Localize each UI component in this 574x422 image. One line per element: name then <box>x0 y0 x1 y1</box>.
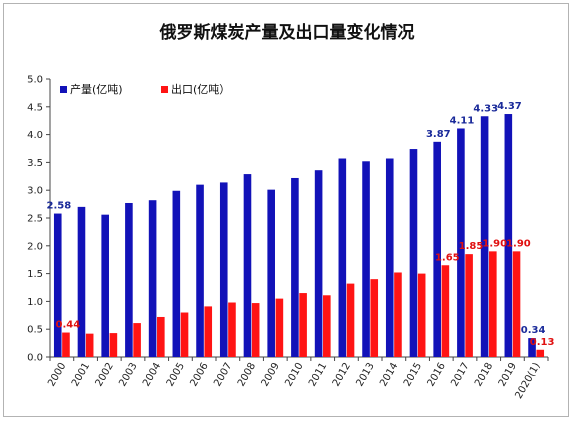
legend-swatch-production <box>60 86 67 93</box>
x-tick-label: 2000 <box>46 361 68 389</box>
y-tick-label: 2.0 <box>27 241 43 252</box>
bar-export <box>370 279 379 357</box>
bar-export <box>299 293 307 357</box>
x-tick-label: 2019 <box>497 361 519 389</box>
y-tick-label: 1.0 <box>27 297 43 308</box>
data-label-production: 4.33 <box>473 103 498 114</box>
data-label-export: 1.90 <box>506 238 531 249</box>
data-label-production: 4.11 <box>450 115 475 126</box>
bar-production <box>457 128 465 357</box>
bar-export <box>512 251 521 357</box>
bar-export <box>228 302 236 357</box>
y-tick-label: 3.5 <box>27 158 43 169</box>
bar-production <box>267 189 275 357</box>
bar-export <box>394 272 402 357</box>
bar-production <box>314 170 323 357</box>
x-tick-label: 2014 <box>378 361 400 389</box>
bar-production <box>148 200 157 357</box>
bar-production <box>362 161 370 357</box>
x-tick-label: 2013 <box>354 361 376 389</box>
y-tick-label: 5.0 <box>27 75 43 86</box>
bar-production <box>291 177 299 357</box>
x-tick-label: 2003 <box>117 361 139 389</box>
bar-export <box>251 303 260 357</box>
bar-export <box>62 332 70 357</box>
legend: 产量(亿吨) 出口(亿吨） <box>60 82 230 96</box>
bar-production <box>504 114 513 357</box>
bar-export <box>441 265 450 357</box>
chart-title: 俄罗斯煤炭产量及出口量变化情况 <box>159 23 415 43</box>
bar-production <box>101 214 109 357</box>
legend-label-export: 出口(亿吨） <box>171 82 230 96</box>
bar-production <box>53 213 62 357</box>
data-label-production: 0.34 <box>521 325 546 336</box>
bar-production <box>219 182 228 357</box>
data-label-export: 1.85 <box>459 241 484 252</box>
y-tick-label: 3.0 <box>27 186 43 197</box>
bar-production <box>172 190 181 357</box>
x-tick-label: 2006 <box>188 361 210 389</box>
x-tick-label: 2011 <box>307 361 329 389</box>
chart-frame <box>3 3 569 417</box>
y-tick-label: 4.0 <box>27 130 43 141</box>
bar-production <box>433 141 441 357</box>
bar-production <box>77 206 86 357</box>
data-label-export: 0.44 <box>56 320 81 331</box>
bar-export <box>346 283 355 357</box>
bar-production <box>528 338 536 357</box>
data-label-export: 1.65 <box>435 252 460 263</box>
bar-export <box>109 333 118 357</box>
x-tick-label: 2010 <box>283 361 305 389</box>
bar-production <box>480 116 489 357</box>
bar-export <box>157 316 165 357</box>
x-tick-label: 2016 <box>426 361 448 389</box>
bar-production <box>196 184 204 357</box>
bar-export <box>133 323 141 357</box>
bar-export <box>417 273 426 357</box>
data-label-production: 3.87 <box>426 129 451 140</box>
bar-export <box>85 333 94 357</box>
legend-label-production: 产量(亿吨) <box>70 82 123 96</box>
bar-export <box>323 295 331 357</box>
x-tick-label: 2012 <box>331 361 353 389</box>
x-tick-label: 2015 <box>402 361 424 389</box>
data-label-production: 4.37 <box>497 101 522 112</box>
x-tick-label: 2004 <box>141 361 163 389</box>
bar-production <box>125 202 133 357</box>
bar-export <box>180 312 189 357</box>
data-labels: 2.583.874.114.33 4.370.340.441.651.85 1.90… <box>47 101 555 348</box>
data-label-production: 2.58 <box>47 201 72 212</box>
y-tick-label: 2.5 <box>27 214 43 225</box>
x-tick-label: 2018 <box>473 361 495 389</box>
legend-swatch-export <box>161 86 168 93</box>
data-label-export: 0.13 <box>530 337 555 348</box>
x-tick-label: 2005 <box>165 361 187 389</box>
bar-export <box>275 298 284 357</box>
x-tick-label: 2017 <box>449 361 471 389</box>
bar-production <box>243 174 252 357</box>
bar-production <box>385 158 394 357</box>
x-tick-label: 2002 <box>94 361 116 389</box>
bar-export <box>536 349 545 357</box>
x-tick-label: 2007 <box>212 361 234 389</box>
y-tick-label: 0.0 <box>27 353 43 364</box>
data-label-export: 1.90 <box>482 238 507 249</box>
bar-export <box>465 254 473 357</box>
bar-production <box>338 158 347 357</box>
bar-export <box>489 251 497 357</box>
x-tick-label: 2009 <box>260 361 282 389</box>
y-tick-label: 1.5 <box>27 269 43 280</box>
x-tick-label: 2008 <box>236 361 258 389</box>
y-tick-label: 0.5 <box>27 325 43 336</box>
x-tick-label: 2001 <box>70 361 92 389</box>
y-tick-label: 4.5 <box>27 102 43 113</box>
bar-production <box>409 149 418 357</box>
bar-export <box>204 306 213 357</box>
bars <box>53 114 545 357</box>
